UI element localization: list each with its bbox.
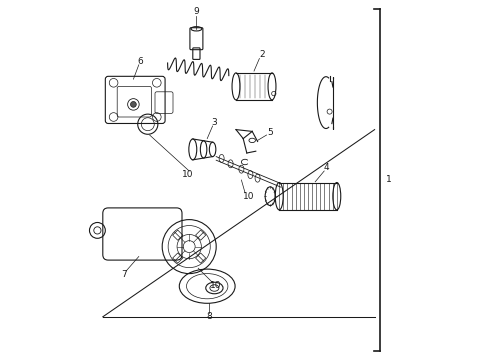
Text: 2: 2: [259, 50, 265, 59]
Text: 1: 1: [386, 175, 392, 184]
Text: 10: 10: [182, 170, 193, 179]
Bar: [196, 230, 206, 240]
Text: 4: 4: [324, 163, 330, 172]
Bar: [172, 253, 183, 263]
Text: 10: 10: [243, 192, 254, 201]
Text: 8: 8: [206, 312, 212, 321]
Text: 3: 3: [211, 118, 217, 127]
Circle shape: [130, 102, 136, 107]
Bar: [172, 230, 183, 240]
Bar: [196, 253, 206, 263]
Text: 10: 10: [210, 281, 222, 290]
Text: 5: 5: [268, 128, 273, 136]
Text: 9: 9: [194, 7, 199, 16]
Text: 6: 6: [138, 57, 144, 66]
Text: 7: 7: [121, 270, 126, 279]
